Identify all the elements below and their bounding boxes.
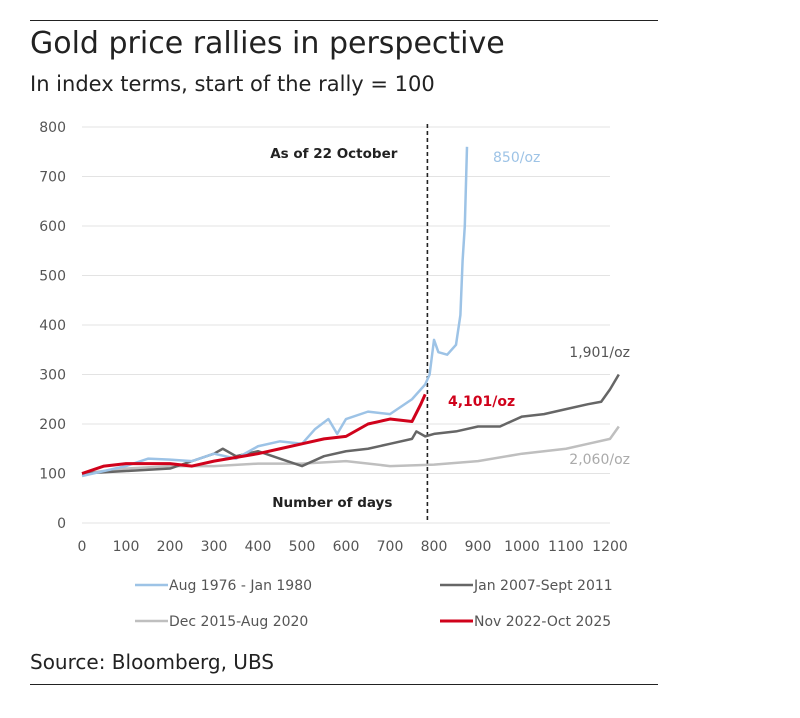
y-tick-label: 600 (39, 219, 66, 235)
x-tick-label: 800 (421, 539, 448, 555)
top-rule (30, 20, 658, 21)
series-end-label: 850/oz (493, 150, 540, 166)
y-tick-label: 500 (39, 269, 66, 285)
bottom-rule (30, 684, 658, 685)
series-line-1 (81, 373, 620, 475)
legend-label: Dec 2015-Aug 2020 (169, 614, 308, 630)
series-line-0 (81, 146, 469, 478)
x-tick-label: 1100 (548, 539, 584, 555)
x-tick-label: 900 (465, 539, 492, 555)
x-axis-label: Number of days (272, 495, 392, 511)
series-line-3 (81, 393, 427, 475)
vline-label: As of 22 October (270, 146, 398, 162)
x-tick-label: 0 (78, 539, 87, 555)
y-tick-label: 400 (39, 318, 66, 334)
y-tick-label: 200 (39, 417, 66, 433)
legend-label: Jan 2007-Sept 2011 (473, 578, 613, 594)
x-tick-label: 300 (201, 539, 228, 555)
x-tick-label: 700 (377, 539, 404, 555)
y-tick-label: 800 (39, 120, 66, 136)
x-tick-label: 400 (245, 539, 272, 555)
chart-subtitle: In index terms, start of the rally = 100 (30, 72, 435, 96)
y-tick-label: 100 (39, 467, 66, 483)
legend-label: Aug 1976 - Jan 1980 (169, 578, 312, 594)
y-tick-label: 0 (57, 516, 66, 532)
source-note: Source: Bloomberg, UBS (30, 650, 275, 674)
x-tick-label: 100 (113, 539, 140, 555)
legend-label: Nov 2022-Oct 2025 (474, 614, 611, 630)
series-end-label: 2,060/oz (569, 452, 630, 468)
x-tick-label: 500 (289, 539, 316, 555)
x-tick-label: 1000 (504, 539, 540, 555)
series-end-label: 4,101/oz (448, 394, 515, 410)
x-tick-label: 200 (157, 539, 184, 555)
x-tick-label: 600 (333, 539, 360, 555)
series-end-label: 1,901/oz (569, 345, 630, 361)
y-tick-label: 300 (39, 368, 66, 384)
x-tick-label: 1200 (592, 539, 628, 555)
chart-title: Gold price rallies in perspective (30, 26, 505, 61)
y-tick-label: 700 (39, 170, 66, 186)
